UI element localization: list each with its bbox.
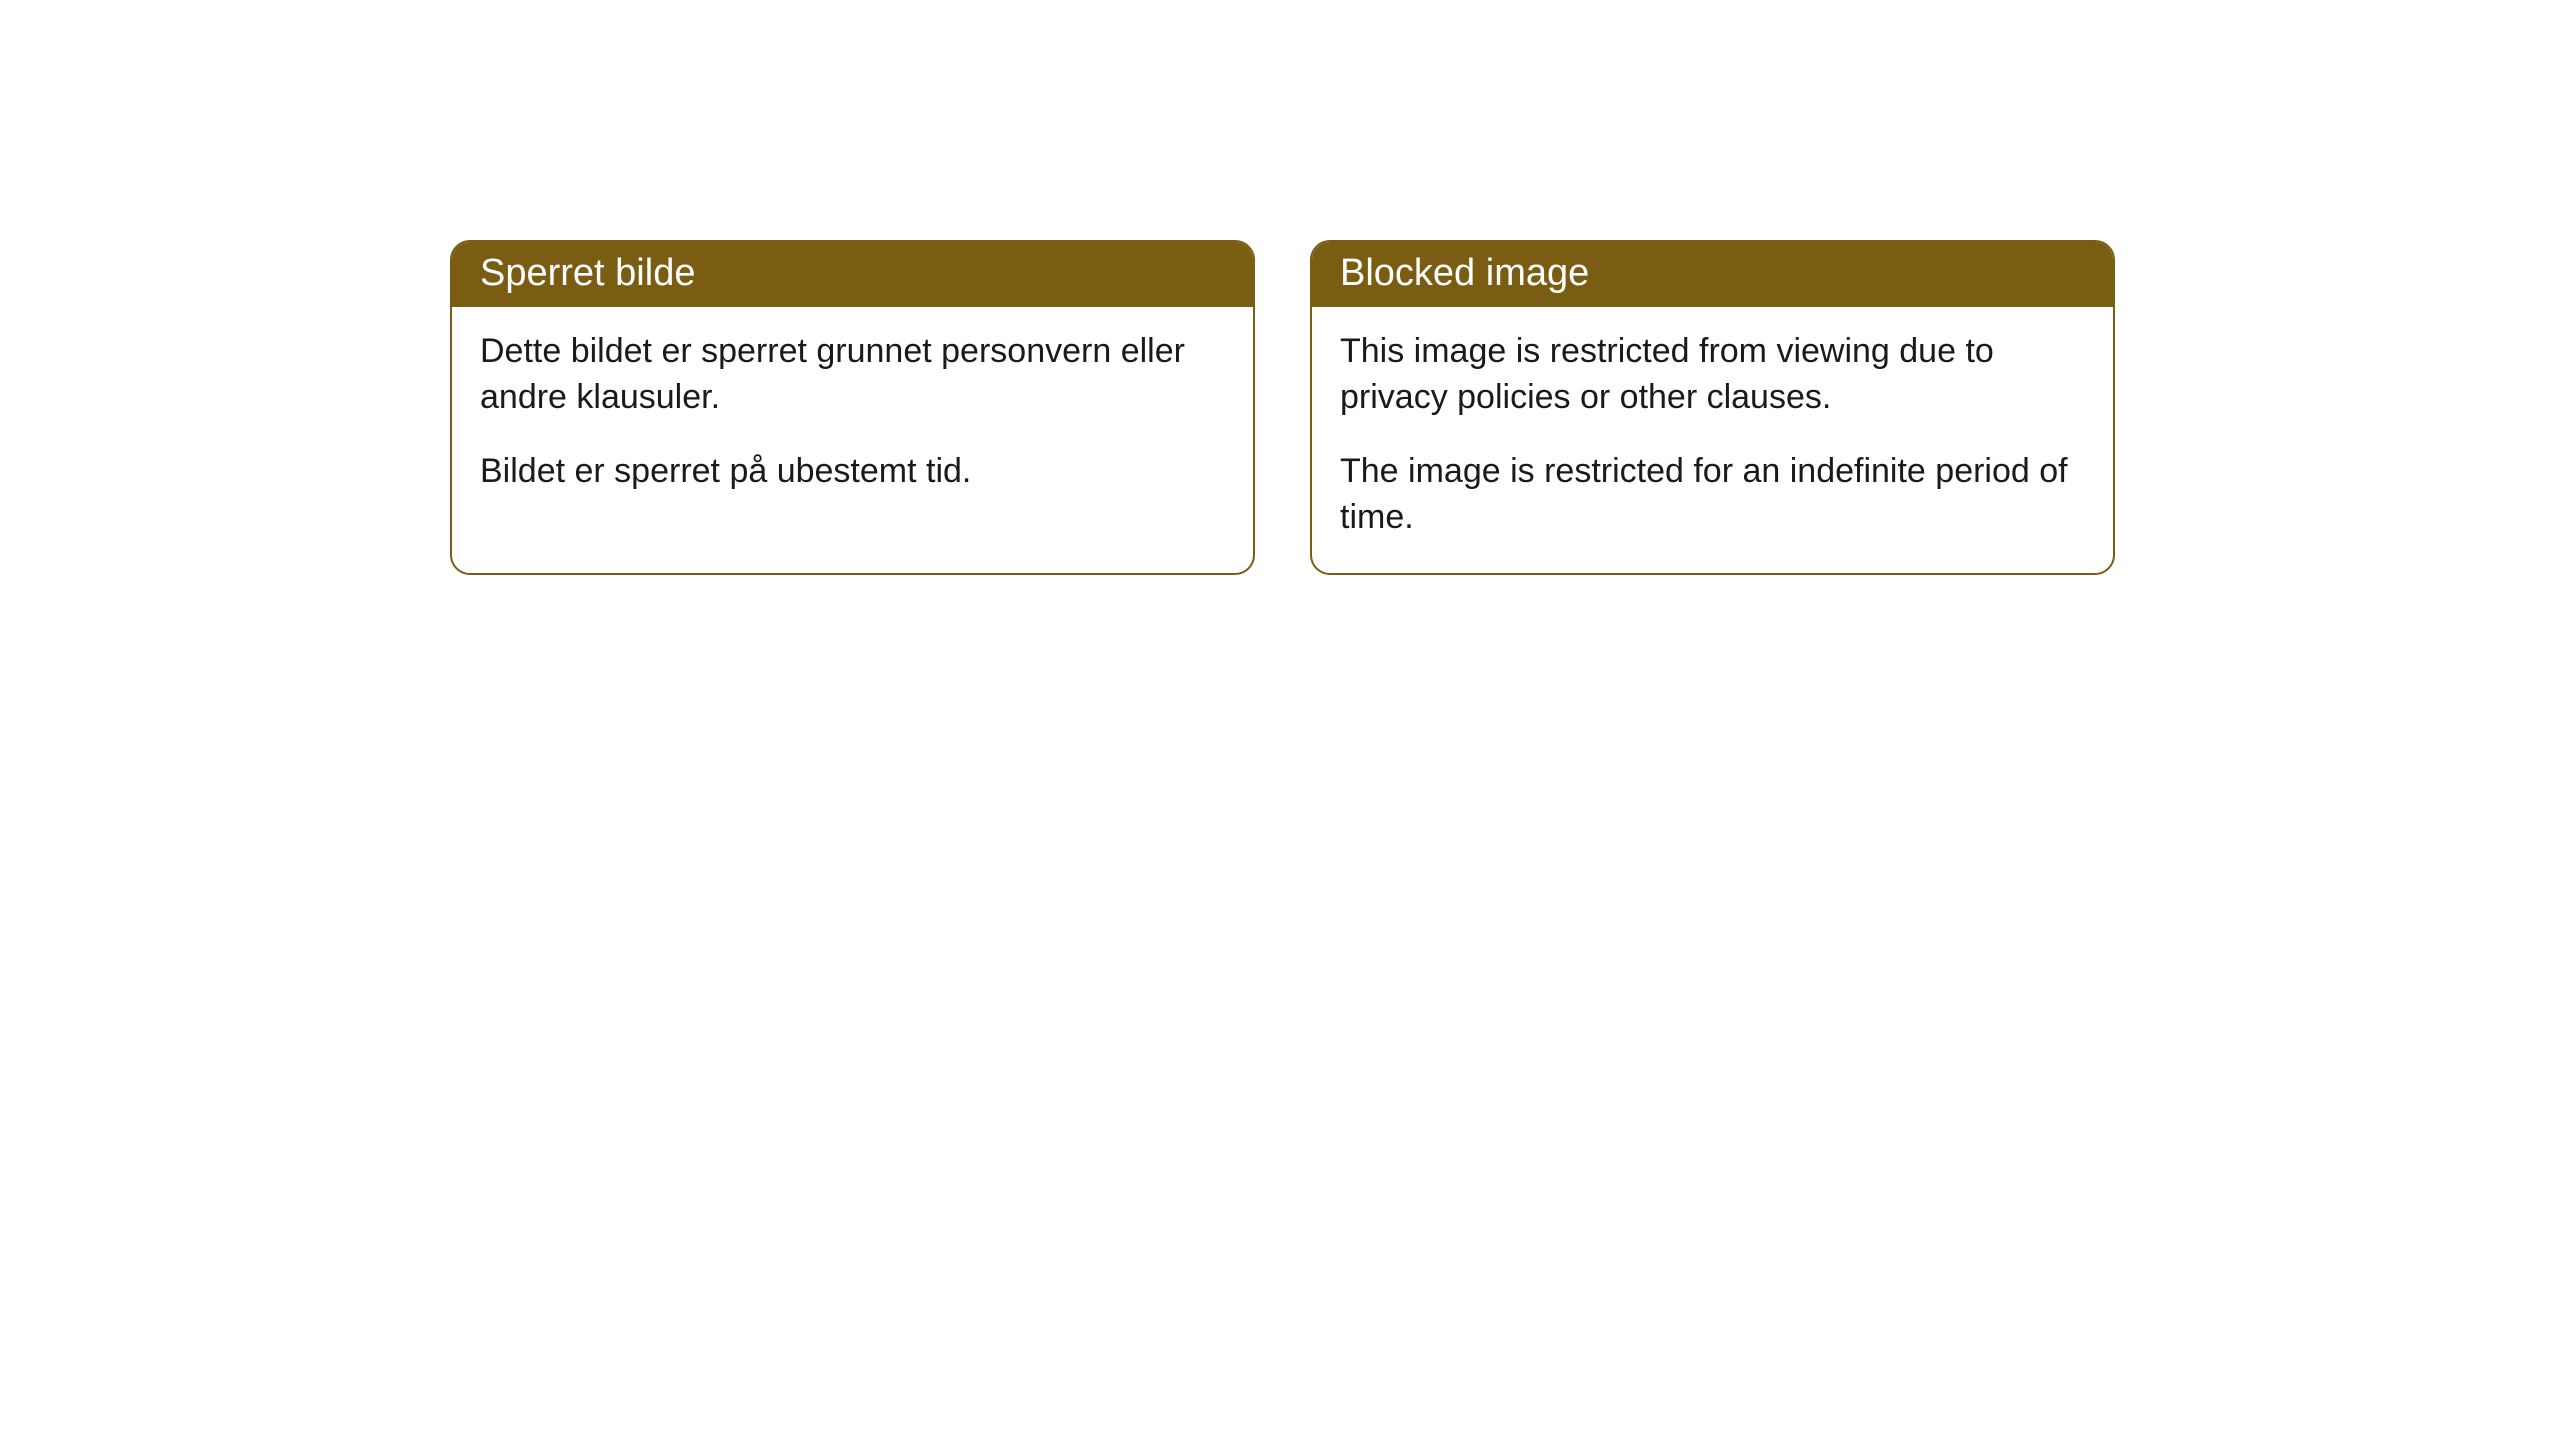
card-paragraph-2-english: The image is restricted for an indefinit…	[1340, 449, 2085, 541]
cards-container: Sperret bilde Dette bildet er sperret gr…	[450, 240, 2115, 575]
card-body-norwegian: Dette bildet er sperret grunnet personve…	[452, 307, 1253, 527]
card-paragraph-1-norwegian: Dette bildet er sperret grunnet personve…	[480, 329, 1225, 421]
blocked-image-card-english: Blocked image This image is restricted f…	[1310, 240, 2115, 575]
card-paragraph-2-norwegian: Bildet er sperret på ubestemt tid.	[480, 449, 1225, 495]
card-paragraph-1-english: This image is restricted from viewing du…	[1340, 329, 2085, 421]
blocked-image-card-norwegian: Sperret bilde Dette bildet er sperret gr…	[450, 240, 1255, 575]
card-title-norwegian: Sperret bilde	[452, 242, 1253, 307]
card-body-english: This image is restricted from viewing du…	[1312, 307, 2113, 573]
card-title-english: Blocked image	[1312, 242, 2113, 307]
